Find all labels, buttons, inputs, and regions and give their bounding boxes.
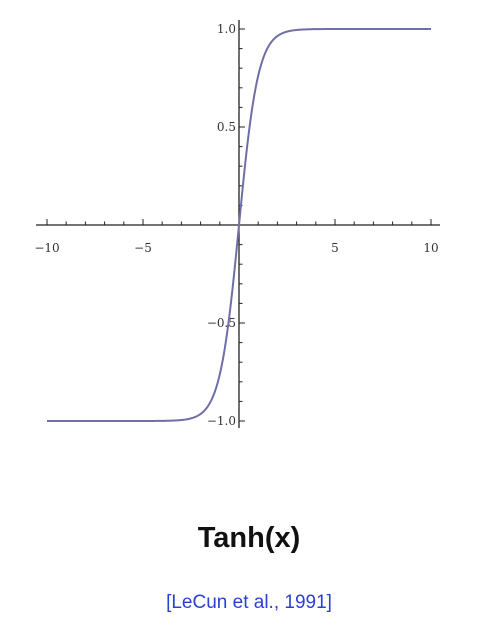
y-tick-label: −0.5 [207,316,236,330]
axes [36,20,440,428]
y-tick-label: 1.0 [217,22,236,36]
ticks [46,28,432,422]
tanh-chart: −10 −5 5 10 1.0 0.5 −0.5 −1.0 [34,20,440,428]
y-tick-label: 0.5 [217,120,236,134]
x-tick-label: −5 [134,241,152,255]
x-tick-label: 10 [423,241,438,255]
citation-link[interactable]: [LeCun et al., 1991] [166,592,332,613]
x-tick-label: −10 [34,241,59,255]
y-tick-label: −1.0 [207,414,236,428]
x-tick-label: 5 [331,241,339,255]
tanh-curve [46,28,432,422]
chart-caption-title: Tanh(x) [197,522,301,554]
series [46,28,432,422]
